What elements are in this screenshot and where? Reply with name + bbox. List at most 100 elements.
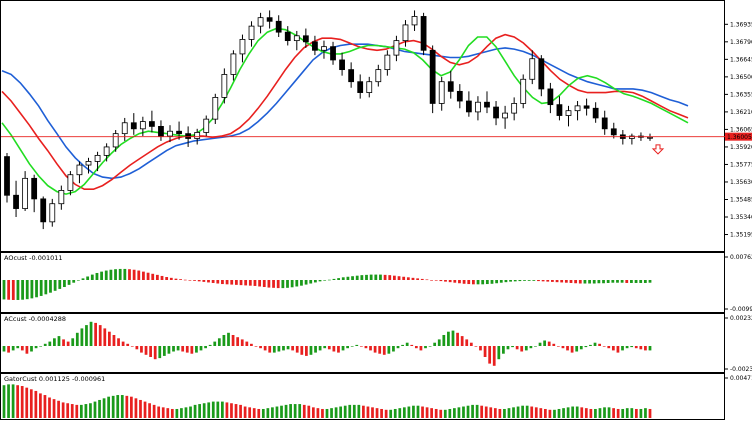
gatorcust-bar [225,402,229,418]
gatorcust-bar [634,408,638,418]
accust-bar [630,346,634,348]
bear-candle [339,59,345,71]
aocust-bar [560,280,564,283]
bear-candle [357,81,364,93]
accust-bar [369,346,372,351]
aocust-bar [109,269,113,280]
aocust-bar [439,280,443,282]
gatorcust-bar [29,389,33,418]
bull-candle [366,81,373,93]
indicator-tick-label: -0.009996 [730,306,752,313]
aocust-bar [267,280,271,288]
accust-bar [16,346,20,349]
bull-candle [520,78,527,104]
aocust-bar [448,280,452,283]
aocust-bar [230,280,234,285]
accust-bar [286,346,290,350]
accust-bar [43,343,47,346]
gatorcust-bar [625,408,629,418]
accust-bar [552,343,556,346]
aocust-bar [7,280,11,300]
gatorcust-bar [57,400,60,418]
accust-bar [48,341,52,346]
gatorcust-bar [516,406,520,418]
aocust-bar [244,280,248,286]
aocust-bar [118,268,122,280]
bear-candle [302,35,309,43]
accust-bar [346,346,349,349]
gatorcust-bar [39,393,42,418]
accust-bar [405,342,409,346]
gatorcust-bar [639,408,643,418]
aocust-bar [630,280,633,283]
aocust-histogram: 0.007623 -0.009996 [2,254,752,313]
accust-bar [414,346,418,349]
aocust-bar [49,280,52,293]
aocust-bar [258,280,262,287]
bear-candle [158,125,164,137]
aocust-bar [476,280,480,285]
gatorcust-bar [489,407,493,418]
gatorcust-bar [534,407,538,418]
aocust-bar [379,274,382,280]
accust-bar [195,346,198,353]
price-tick-label: 1.35195 [730,232,752,239]
gatorcust-bar [134,398,138,418]
aocust-bar [318,280,322,282]
accust-bar [39,346,43,347]
gatorcust-bar [644,408,647,418]
accust-bar [240,339,244,346]
gatorcust-histogram: 0.004712 [2,375,752,418]
accust-bar [502,346,505,354]
accust-bar [282,346,285,351]
accust-bar [277,346,281,352]
aocust-bar [606,280,610,283]
bull-candle [257,17,264,27]
gatorcust-label: GatorCust 0.001125 -0.000961 [4,375,105,383]
aocust-bar [527,280,531,281]
aocust-bar [416,278,420,280]
gatorcust-bar [130,396,133,418]
aocust-bar [2,280,6,300]
accust-bar [153,346,157,360]
gatorcust-bar [503,408,506,418]
accust-bar [456,332,459,346]
accust-bar [424,346,427,349]
bull-candle [239,39,246,55]
aocust-bar [444,280,447,282]
gatorcust-bar [621,408,625,418]
aocust-bar [411,277,415,280]
accust-bar [410,344,414,346]
aocust-bar [597,280,601,284]
aocust-bar [160,275,164,280]
accust-bar [130,346,134,347]
bull-candle [529,58,536,80]
bull-candle [212,97,219,120]
aocust-bar [332,278,336,280]
aocust-bar [304,280,308,285]
aocust-bar [532,280,536,281]
aocust-bar [602,280,605,284]
aocust-bar [518,280,522,282]
gatorcust-bar [457,407,461,418]
accust-bar [121,341,125,346]
bear-candle [284,31,291,42]
accust-bar [442,335,446,346]
bull-candle [139,121,146,130]
gatorcust-bar [275,406,279,418]
gatorcust-bar [466,405,470,418]
accust-bar [236,337,240,346]
accust-label: ACcust -0.0004288 [4,315,66,323]
gatorcust-bar [430,408,433,418]
accust-bar [589,344,592,346]
gatorcust-bar [79,404,83,418]
price-annotations: 1.36005 [1,132,752,155]
gatorcust-bar [562,408,565,418]
aocust-bar [16,280,20,300]
accust-panel-frame [0,313,725,373]
bear-candle [31,177,38,200]
aocust-bar [225,280,229,285]
aocust-bar [611,280,615,283]
